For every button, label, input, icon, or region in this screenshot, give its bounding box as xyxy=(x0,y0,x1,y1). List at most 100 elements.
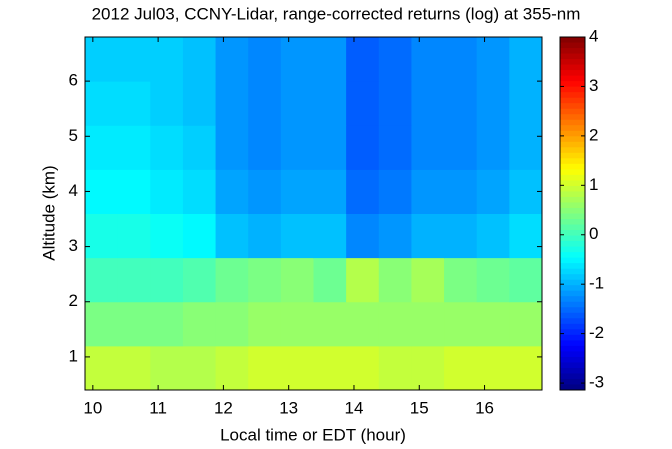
heatmap-cell xyxy=(444,301,478,347)
heatmap-cell xyxy=(85,213,119,259)
colorbar-swatch xyxy=(560,125,585,132)
colorbar-swatch xyxy=(560,246,585,253)
colorbar-swatch xyxy=(560,285,585,292)
heatmap-cell xyxy=(117,81,151,126)
colorbar-swatch xyxy=(560,290,585,297)
heatmap-cell xyxy=(215,345,249,391)
colorbar-swatch xyxy=(560,235,585,242)
heatmap-cell xyxy=(248,301,282,347)
heatmap-cell xyxy=(182,213,217,259)
colorbar-swatch xyxy=(560,163,585,170)
colorbar-swatch xyxy=(560,92,585,99)
plot-frame xyxy=(84,36,543,391)
colorbar-swatch xyxy=(560,224,585,231)
colorbar-tick-label: -3 xyxy=(589,373,604,392)
heatmap-cell xyxy=(248,81,282,126)
heatmap-cell xyxy=(346,213,380,259)
heatmap-cell xyxy=(85,125,119,170)
colorbar-swatch xyxy=(560,367,585,374)
heatmap-cell xyxy=(346,37,380,82)
heatmap-cell xyxy=(280,345,314,391)
heatmap-cell xyxy=(117,213,151,259)
heatmap-cell xyxy=(411,169,445,214)
heatmap-cell xyxy=(509,345,543,391)
heatmap-cell xyxy=(378,257,412,303)
heatmap-cell xyxy=(346,125,380,170)
heatmap-cell xyxy=(444,257,478,303)
heatmap-cell xyxy=(215,125,249,170)
heatmap-cell xyxy=(117,345,151,391)
heatmap-cell xyxy=(117,37,151,82)
colorbar-swatch xyxy=(560,202,585,209)
colorbar-tick-label: -1 xyxy=(589,274,604,293)
y-tick-label: 4 xyxy=(69,181,78,200)
heatmap-cell xyxy=(509,213,543,259)
heatmap-cell xyxy=(182,301,217,347)
colorbar-swatch xyxy=(560,196,585,203)
colorbar-swatch xyxy=(560,48,585,55)
heatmap-cell xyxy=(378,169,412,214)
colorbar-swatch xyxy=(560,75,585,82)
heatmap-cell xyxy=(313,345,347,391)
colorbar-swatch xyxy=(560,356,585,363)
colorbar-swatch xyxy=(560,136,585,143)
colorbar-swatch xyxy=(560,378,585,385)
heatmap-cell xyxy=(182,257,217,303)
heatmap-cell xyxy=(444,37,478,82)
heatmap-cell xyxy=(280,125,314,170)
y-tick-label: 6 xyxy=(69,71,78,90)
colorbar-tick-label: 2 xyxy=(589,125,598,144)
heatmap-cell xyxy=(150,169,184,214)
colorbar-swatch xyxy=(560,130,585,137)
heatmap-cell xyxy=(280,81,314,126)
heatmap-cell xyxy=(215,81,249,126)
colorbar-swatch xyxy=(560,219,585,226)
heatmap-cell xyxy=(444,213,478,259)
heatmap-cell xyxy=(85,169,119,214)
heatmap-cell xyxy=(476,345,510,391)
heatmap-cell xyxy=(509,37,543,82)
colorbar-swatch xyxy=(560,241,585,248)
heatmap-cell xyxy=(378,213,412,259)
heatmap-cell xyxy=(411,257,445,303)
heatmap-cell xyxy=(346,345,380,391)
colorbar-swatch xyxy=(560,64,585,71)
heatmap-cell xyxy=(280,257,314,303)
heatmap-cell xyxy=(476,213,510,259)
colorbar-swatch xyxy=(560,158,585,165)
heatmap-cell xyxy=(182,125,217,170)
heatmap-cell xyxy=(509,81,543,126)
colorbar-swatch xyxy=(560,257,585,264)
colorbar-swatch xyxy=(560,307,585,314)
colorbar-swatch xyxy=(560,103,585,110)
heatmap-cell xyxy=(182,37,217,82)
heatmap-cell xyxy=(411,37,445,82)
heatmap-cell xyxy=(280,213,314,259)
x-tick-label: 15 xyxy=(410,398,429,417)
heatmap-cell xyxy=(85,345,119,391)
heatmap-cell xyxy=(476,301,510,347)
colorbar-swatch xyxy=(560,301,585,308)
heatmap-cell xyxy=(182,345,217,391)
colorbar-swatch xyxy=(560,169,585,176)
colorbar-swatch xyxy=(560,268,585,275)
colorbar-swatch xyxy=(560,97,585,104)
heatmap-cell xyxy=(476,169,510,214)
heatmap-cell xyxy=(85,81,119,126)
colorbar-swatch xyxy=(560,37,585,44)
heatmap-cell xyxy=(85,301,119,347)
heatmap-cell xyxy=(280,37,314,82)
heatmap-cell xyxy=(150,37,184,82)
colorbar-swatch xyxy=(560,373,585,380)
colorbar-swatch xyxy=(560,180,585,187)
colorbar-tick-label: 1 xyxy=(589,175,598,194)
heatmap-cell xyxy=(476,257,510,303)
colorbar-swatch xyxy=(560,213,585,220)
heatmap-cell xyxy=(476,125,510,170)
colorbar-frame xyxy=(559,36,586,391)
heatmap-cell xyxy=(248,345,282,391)
colorbar-swatch xyxy=(560,351,585,358)
heatmap-cell xyxy=(248,169,282,214)
colorbar-tick-label: 3 xyxy=(589,76,598,95)
heatmap-cell xyxy=(313,301,347,347)
